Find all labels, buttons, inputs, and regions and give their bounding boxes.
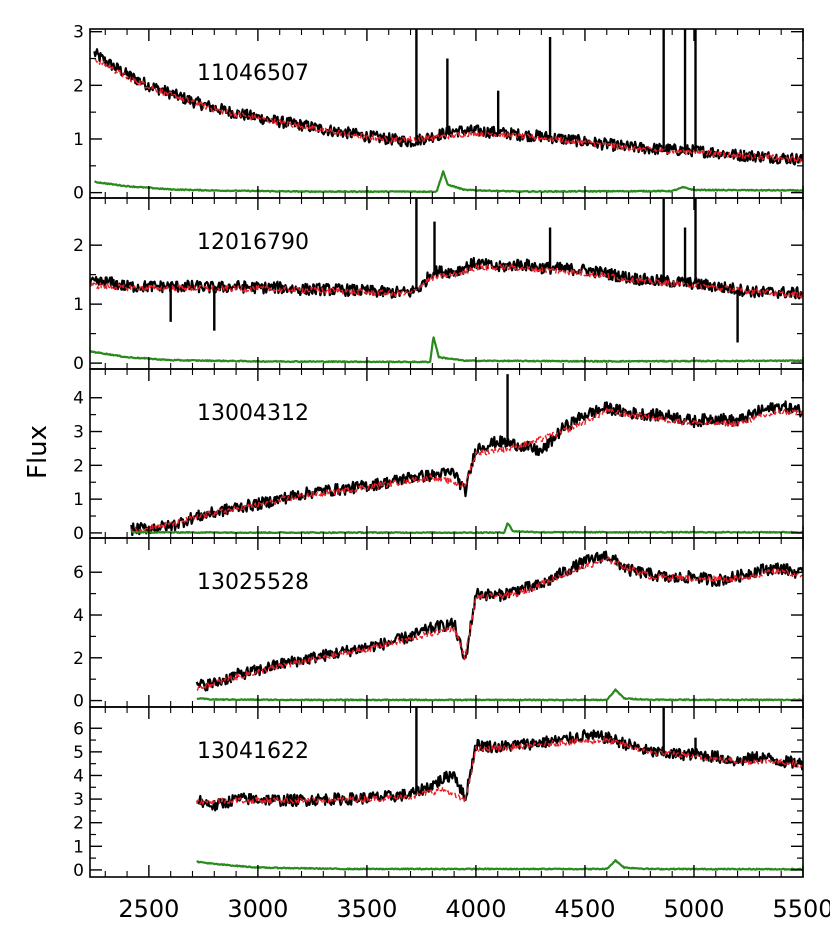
x-tick-label-5: 5000 xyxy=(663,895,724,923)
panel-label-12016790: 12016790 xyxy=(197,230,309,255)
y-tick-label-13041622-1: 1 xyxy=(73,837,84,857)
series-error-13004312 xyxy=(131,522,803,535)
y-tick-label-12016790-2: 2 xyxy=(73,236,84,256)
x-tick-label-3: 4000 xyxy=(445,895,506,923)
y-tick-label-13004312-0: 0 xyxy=(73,524,84,544)
panel-label-13004312: 13004312 xyxy=(197,401,309,426)
panel-13025528: 0 2 4 6 13025528 xyxy=(73,537,804,712)
series-model-12016790 xyxy=(90,263,803,299)
y-tick-label-13025528-1: 2 xyxy=(73,649,84,669)
series-error-11046507 xyxy=(94,170,803,194)
y-tick-label-13041622-4: 4 xyxy=(73,766,84,786)
x-tick-label-2: 3500 xyxy=(336,895,397,923)
x-tick-label-1: 3000 xyxy=(227,895,288,923)
y-tick-label-13004312-3: 3 xyxy=(73,423,84,443)
panel-11046507: 0 1 2 3 11046507 xyxy=(73,23,804,204)
y-tick-label-13025528-3: 6 xyxy=(73,563,84,583)
panel-data-13041622 xyxy=(196,707,803,871)
y-tick-label-13041622-3: 3 xyxy=(73,790,84,810)
y-tick-label-13041622-0: 0 xyxy=(73,861,84,881)
y-tick-label-13004312-2: 2 xyxy=(73,456,84,476)
y-tick-label-13041622-6: 6 xyxy=(73,719,84,739)
series-model-13041622 xyxy=(196,736,803,806)
x-tick-label-0: 2500 xyxy=(118,895,179,923)
y-tick-label-13004312-1: 1 xyxy=(73,490,84,510)
x-tick-label-4: 4500 xyxy=(554,895,615,923)
panel-label-11046507: 11046507 xyxy=(197,61,309,86)
panel-data-11046507 xyxy=(93,29,803,194)
y-tick-label-12016790-1: 1 xyxy=(73,295,84,315)
y-tick-label-11046507-0: 0 xyxy=(73,184,84,204)
y-tick-label-11046507-3: 3 xyxy=(73,23,84,43)
panel-12016790: 0 1 2 12016790 xyxy=(73,197,804,374)
y-tick-label-12016790-0: 0 xyxy=(73,354,84,374)
y-tick-label-11046507-1: 1 xyxy=(73,130,84,150)
series-error-13041622 xyxy=(196,858,803,871)
y-tick-label-11046507-2: 2 xyxy=(73,76,84,96)
y-tick-label-13041622-2: 2 xyxy=(73,814,84,834)
x-axis: 2500 3000 3500 4000 4500 5000 5500 xyxy=(118,895,830,923)
panel-frame-13041622 xyxy=(89,706,804,878)
series-error-12016790 xyxy=(90,336,803,364)
panels: 0 1 2 3 11046507 0 1 2 12016790 0 1 2 3 4 13004312 0 2 4 6… xyxy=(73,23,804,881)
panel-label-13025528: 13025528 xyxy=(197,570,309,595)
panel-13041622: 0 1 2 3 4 5 6 13041622 xyxy=(73,706,804,881)
panel-label-13041622: 13041622 xyxy=(197,739,309,764)
y-tick-label-13025528-0: 0 xyxy=(73,692,84,712)
panel-13004312: 0 1 2 3 4 13004312 xyxy=(73,368,804,544)
panel-data-13004312 xyxy=(130,374,803,537)
series-error-13025528 xyxy=(196,688,803,702)
y-tick-label-13025528-2: 4 xyxy=(73,606,84,626)
x-tick-label-6: 5500 xyxy=(772,895,830,923)
y-axis-title: Flux xyxy=(23,425,53,479)
series-observed-12016790 xyxy=(90,256,803,300)
y-tick-label-13004312-4: 4 xyxy=(73,389,84,409)
panel-data-13025528 xyxy=(195,550,803,702)
y-tick-label-13041622-5: 5 xyxy=(73,743,84,763)
panel-data-12016790 xyxy=(90,198,803,364)
series-model-13004312 xyxy=(130,407,803,534)
series-model-13025528 xyxy=(196,556,803,691)
